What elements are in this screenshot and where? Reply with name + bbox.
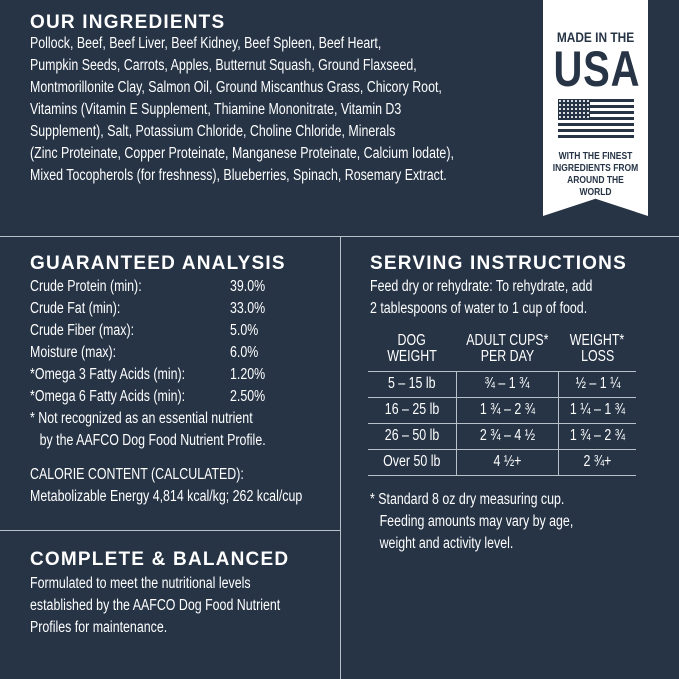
col-header-adult-cups: ADULT CUPS* PER DAY (466, 332, 549, 365)
made-in-usa-badge: MADE IN THE USA WITH THE FINEST INGREDIE… (543, 0, 648, 216)
analysis-value: 33.0% (230, 300, 266, 317)
ingredients-line: (Zinc Proteinate, Copper Proteinate, Man… (30, 145, 454, 162)
calorie-title: CALORIE CONTENT (CALCULATED): (30, 466, 244, 483)
analysis-note: by the AAFCO Dog Food Nutrient Profile. (39, 432, 266, 449)
analysis-value: 1.20% (230, 366, 266, 383)
analysis-value: 5.0% (230, 322, 259, 339)
analysis-note: * Not recognized as an essential nutrien… (30, 410, 253, 427)
calorie-value: Metabolizable Energy 4,814 kcal/kg; 262 … (30, 488, 303, 505)
analysis-label: *Omega 6 Fatty Acids (min): (30, 388, 186, 405)
badge-line: AROUND THE WORLD (567, 175, 624, 198)
analysis-label: Crude Fat (min): (30, 300, 121, 317)
balanced-title: COMPLETE & BALANCED (30, 549, 290, 570)
serving-intro-line: 2 tablespoons of water to 1 cup of food. (370, 300, 588, 317)
divider (0, 236, 679, 237)
badge-usa-text: USA (553, 41, 641, 97)
ingredients-title: OUR INGREDIENTS (30, 12, 226, 33)
badge-line: WITH THE FINEST (558, 151, 633, 162)
ingredients-line: Pollock, Beef, Beef Liver, Beef Kidney, … (30, 35, 382, 52)
balanced-line: Profiles for maintenance. (30, 619, 168, 636)
analysis-value: 2.50% (230, 388, 266, 405)
table-row: Over 50 lb 4 ½+ 2 ¾+ (368, 448, 636, 476)
col-header-weight-loss: WEIGHT* LOSS (570, 332, 625, 365)
analysis-title: GUARANTEED ANALYSIS (30, 253, 286, 274)
divider (0, 530, 340, 531)
analysis-table: Crude Protein (min): 39.0% Crude Fat (min… (30, 276, 330, 508)
serving-note: * Standard 8 oz dry measuring cup. Feedi… (370, 489, 624, 555)
ingredients-list: Pollock, Beef, Beef Liver, Beef Kidney, … (30, 33, 560, 187)
analysis-label: Crude Fiber (max): (30, 322, 135, 339)
serving-intro-line: Feed dry or rehydrate: To rehydrate, add (370, 278, 593, 295)
analysis-label: Moisture (max): (30, 344, 117, 361)
serving-intro: Feed dry or rehydrate: To rehydrate, add… (370, 276, 648, 320)
ingredients-line: Pumpkin Seeds, Carrots, Apples, Butternu… (30, 57, 417, 74)
badge-line: INGREDIENTS FROM (552, 163, 639, 174)
serving-title: SERVING INSTRUCTIONS (370, 253, 627, 274)
ingredients-line: Vitamins (Vitamin E Supplement, Thiamine… (30, 101, 402, 118)
serving-note-line: Feeding amounts may vary by age, (379, 513, 574, 530)
ingredients-line: Mixed Tocopherols (for freshness), Blueb… (30, 167, 447, 184)
serving-note-line: weight and activity level. (379, 535, 514, 552)
feeding-table: DOG WEIGHT ADULT CUPS* PER DAY WEIGHT* LOSS… (368, 333, 636, 476)
balanced-line: established by the AAFCO Dog Food Nutrie… (30, 597, 281, 614)
us-flag-icon (557, 99, 634, 139)
balanced-line: Formulated to meet the nutritional level… (30, 575, 251, 592)
analysis-label: Crude Protein (min): (30, 278, 142, 295)
ingredients-line: Montmorillonite Clay, Salmon Oil, Ground… (30, 79, 442, 96)
divider (340, 236, 341, 679)
analysis-label: *Omega 3 Fatty Acids (min): (30, 366, 186, 383)
col-header-dog-weight: DOG WEIGHT (387, 332, 437, 365)
ingredients-line: Supplement), Salt, Potassium Chloride, C… (30, 123, 396, 140)
analysis-value: 6.0% (230, 344, 259, 361)
balanced-text: Formulated to meet the nutritional level… (30, 573, 343, 639)
serving-note-line: * Standard 8 oz dry measuring cup. (370, 491, 565, 508)
badge-top-text: MADE IN THE (556, 29, 635, 45)
analysis-value: 39.0% (230, 278, 266, 295)
